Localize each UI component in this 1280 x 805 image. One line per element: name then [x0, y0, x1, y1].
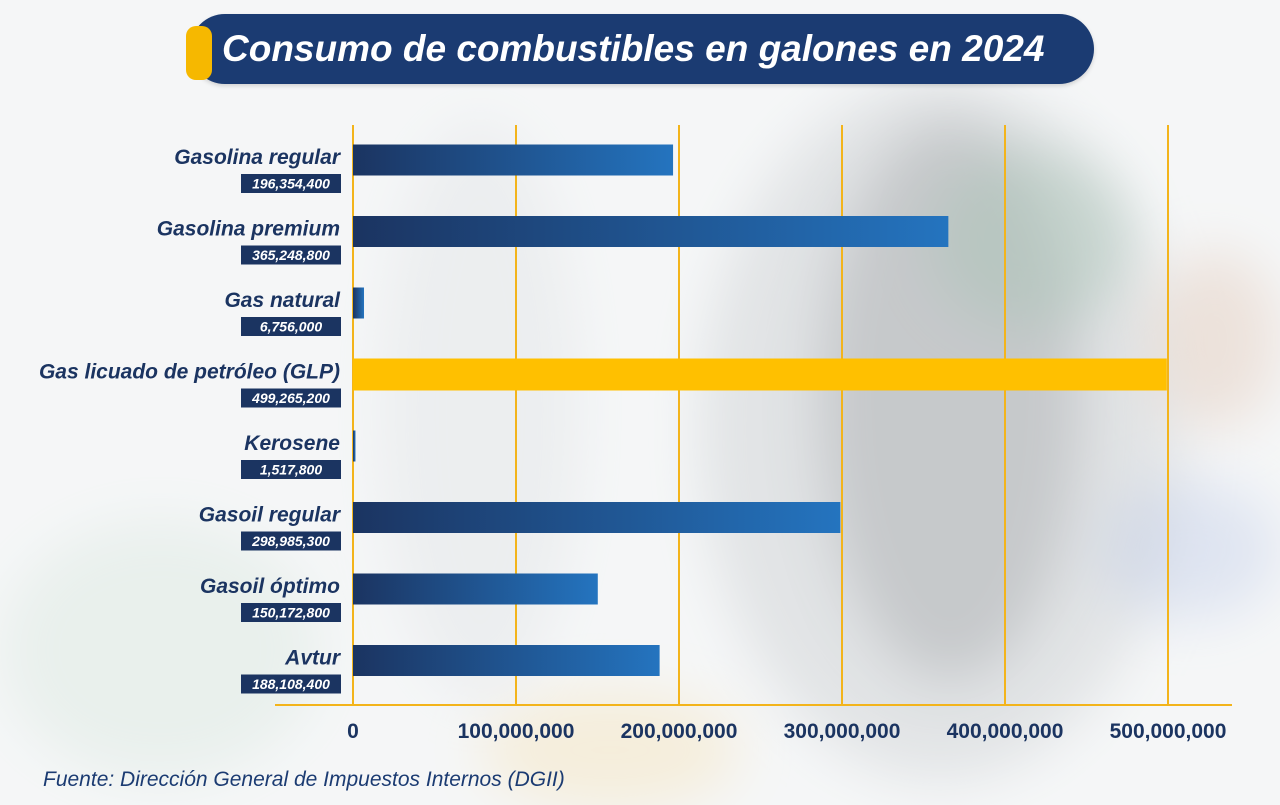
- value-label: 196,354,400: [252, 176, 330, 192]
- value-label-box: [241, 531, 341, 551]
- source-note: Fuente: Dirección General de Impuestos I…: [43, 768, 565, 791]
- bar: [353, 287, 365, 319]
- category-label: Gas licuado de petróleo (GLP): [39, 361, 340, 384]
- bar: [353, 645, 660, 676]
- category-label: Gasolina regular: [174, 146, 342, 169]
- category-label: Gasoil regular: [199, 504, 342, 527]
- value-label-box: [241, 174, 341, 193]
- value-label: 188,108,400: [252, 676, 330, 692]
- category-label: Gasolina premium: [157, 218, 340, 241]
- x-tick-label: 100,000,000: [458, 720, 575, 743]
- x-tick-label: 400,000,000: [947, 720, 1064, 743]
- bar: [353, 358, 1167, 391]
- value-label-box: [241, 388, 341, 408]
- value-label: 6,756,000: [260, 319, 322, 335]
- value-label: 1,517,800: [260, 462, 322, 478]
- category-label: Gasoil óptimo: [200, 575, 340, 598]
- value-label-box: [241, 317, 341, 336]
- category-label: Avtur: [284, 647, 342, 670]
- chart-title: Consumo de combustibles en galones en 20…: [222, 28, 1045, 69]
- title-banner: [190, 14, 1094, 84]
- value-label: 150,172,800: [252, 605, 330, 621]
- x-tick-label: 0: [347, 720, 359, 743]
- value-label-box: [241, 603, 341, 622]
- x-tick-label: 500,000,000: [1110, 720, 1227, 743]
- value-label-box: [241, 674, 341, 694]
- bar: [353, 430, 356, 462]
- value-label: 298,985,300: [251, 533, 330, 549]
- x-tick-label: 200,000,000: [621, 720, 738, 743]
- x-tick-label: 300,000,000: [784, 720, 901, 743]
- bar: [353, 573, 598, 605]
- bar: [353, 144, 674, 176]
- category-label: Kerosene: [244, 432, 340, 455]
- value-label: 365,248,800: [252, 247, 330, 263]
- bar: [353, 216, 949, 247]
- title-accent-bar: [186, 26, 212, 80]
- bar: [353, 502, 841, 533]
- value-label-box: [241, 245, 341, 265]
- value-label-box: [241, 460, 341, 479]
- value-label: 499,265,200: [251, 390, 330, 406]
- category-label: Gas natural: [224, 289, 341, 312]
